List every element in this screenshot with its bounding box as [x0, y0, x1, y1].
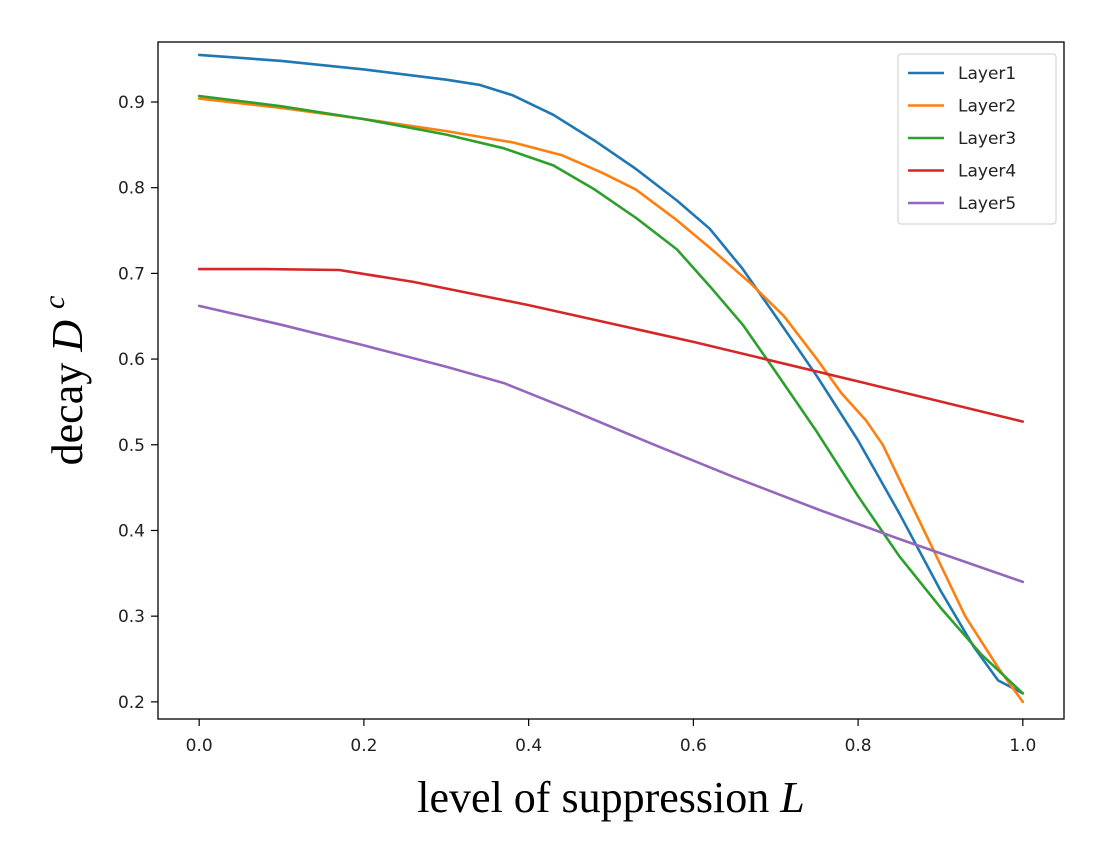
legend-label-layer5: Layer5	[958, 194, 1016, 214]
series-line-layer1	[197, 53, 1025, 695]
legend-label-layer1: Layer1	[958, 64, 1016, 84]
x-axis-title-variable: L	[779, 773, 804, 822]
legend-label-layer4: Layer4	[958, 162, 1016, 182]
y-tick-label: 0.8	[118, 179, 145, 199]
y-tick-label: 0.6	[118, 350, 145, 370]
series-line-layer3	[197, 94, 1025, 695]
y-tick-label: 0.3	[118, 607, 145, 627]
x-axis-ticks: 0.0 0.2 0.4 0.6 0.8 1.0	[186, 719, 1036, 756]
y-axis-title-variable: D	[43, 320, 92, 353]
x-tick-label: 0.6	[680, 736, 707, 756]
legend: Layer1 Layer2 Layer3 Layer4 Layer5	[897, 53, 1057, 225]
y-tick-label: 0.7	[118, 264, 145, 284]
x-tick-label: 0.0	[186, 736, 213, 756]
series-line-layer2	[197, 97, 1025, 704]
x-axis-title-text: level of suppression	[417, 773, 769, 822]
series-line-layer5	[197, 304, 1025, 584]
series-line-layer4	[197, 267, 1025, 423]
x-tick-label: 0.8	[845, 736, 872, 756]
y-tick-label: 0.5	[118, 436, 145, 456]
legend-label-layer2: Layer2	[958, 97, 1016, 117]
legend-box	[897, 53, 1057, 225]
y-axis-title-superscript: c	[38, 296, 71, 309]
x-tick-label: 1.0	[1009, 736, 1036, 756]
plot-frame	[157, 41, 1065, 720]
y-axis-ticks: 0.2 0.3 0.4 0.5 0.6 0.7 0.8 0.9	[118, 93, 158, 713]
y-tick-label: 0.9	[118, 93, 145, 113]
series-lines	[197, 53, 1025, 704]
y-axis-title: decay D c	[38, 296, 92, 466]
legend-label-layer3: Layer3	[958, 129, 1016, 149]
x-tick-label: 0.4	[515, 736, 542, 756]
y-axis-title-text: decay	[43, 363, 92, 466]
y-tick-label: 0.4	[118, 521, 145, 541]
x-axis-title: level of suppression L	[417, 773, 804, 822]
y-tick-label: 0.2	[118, 693, 145, 713]
x-tick-label: 0.2	[350, 736, 377, 756]
